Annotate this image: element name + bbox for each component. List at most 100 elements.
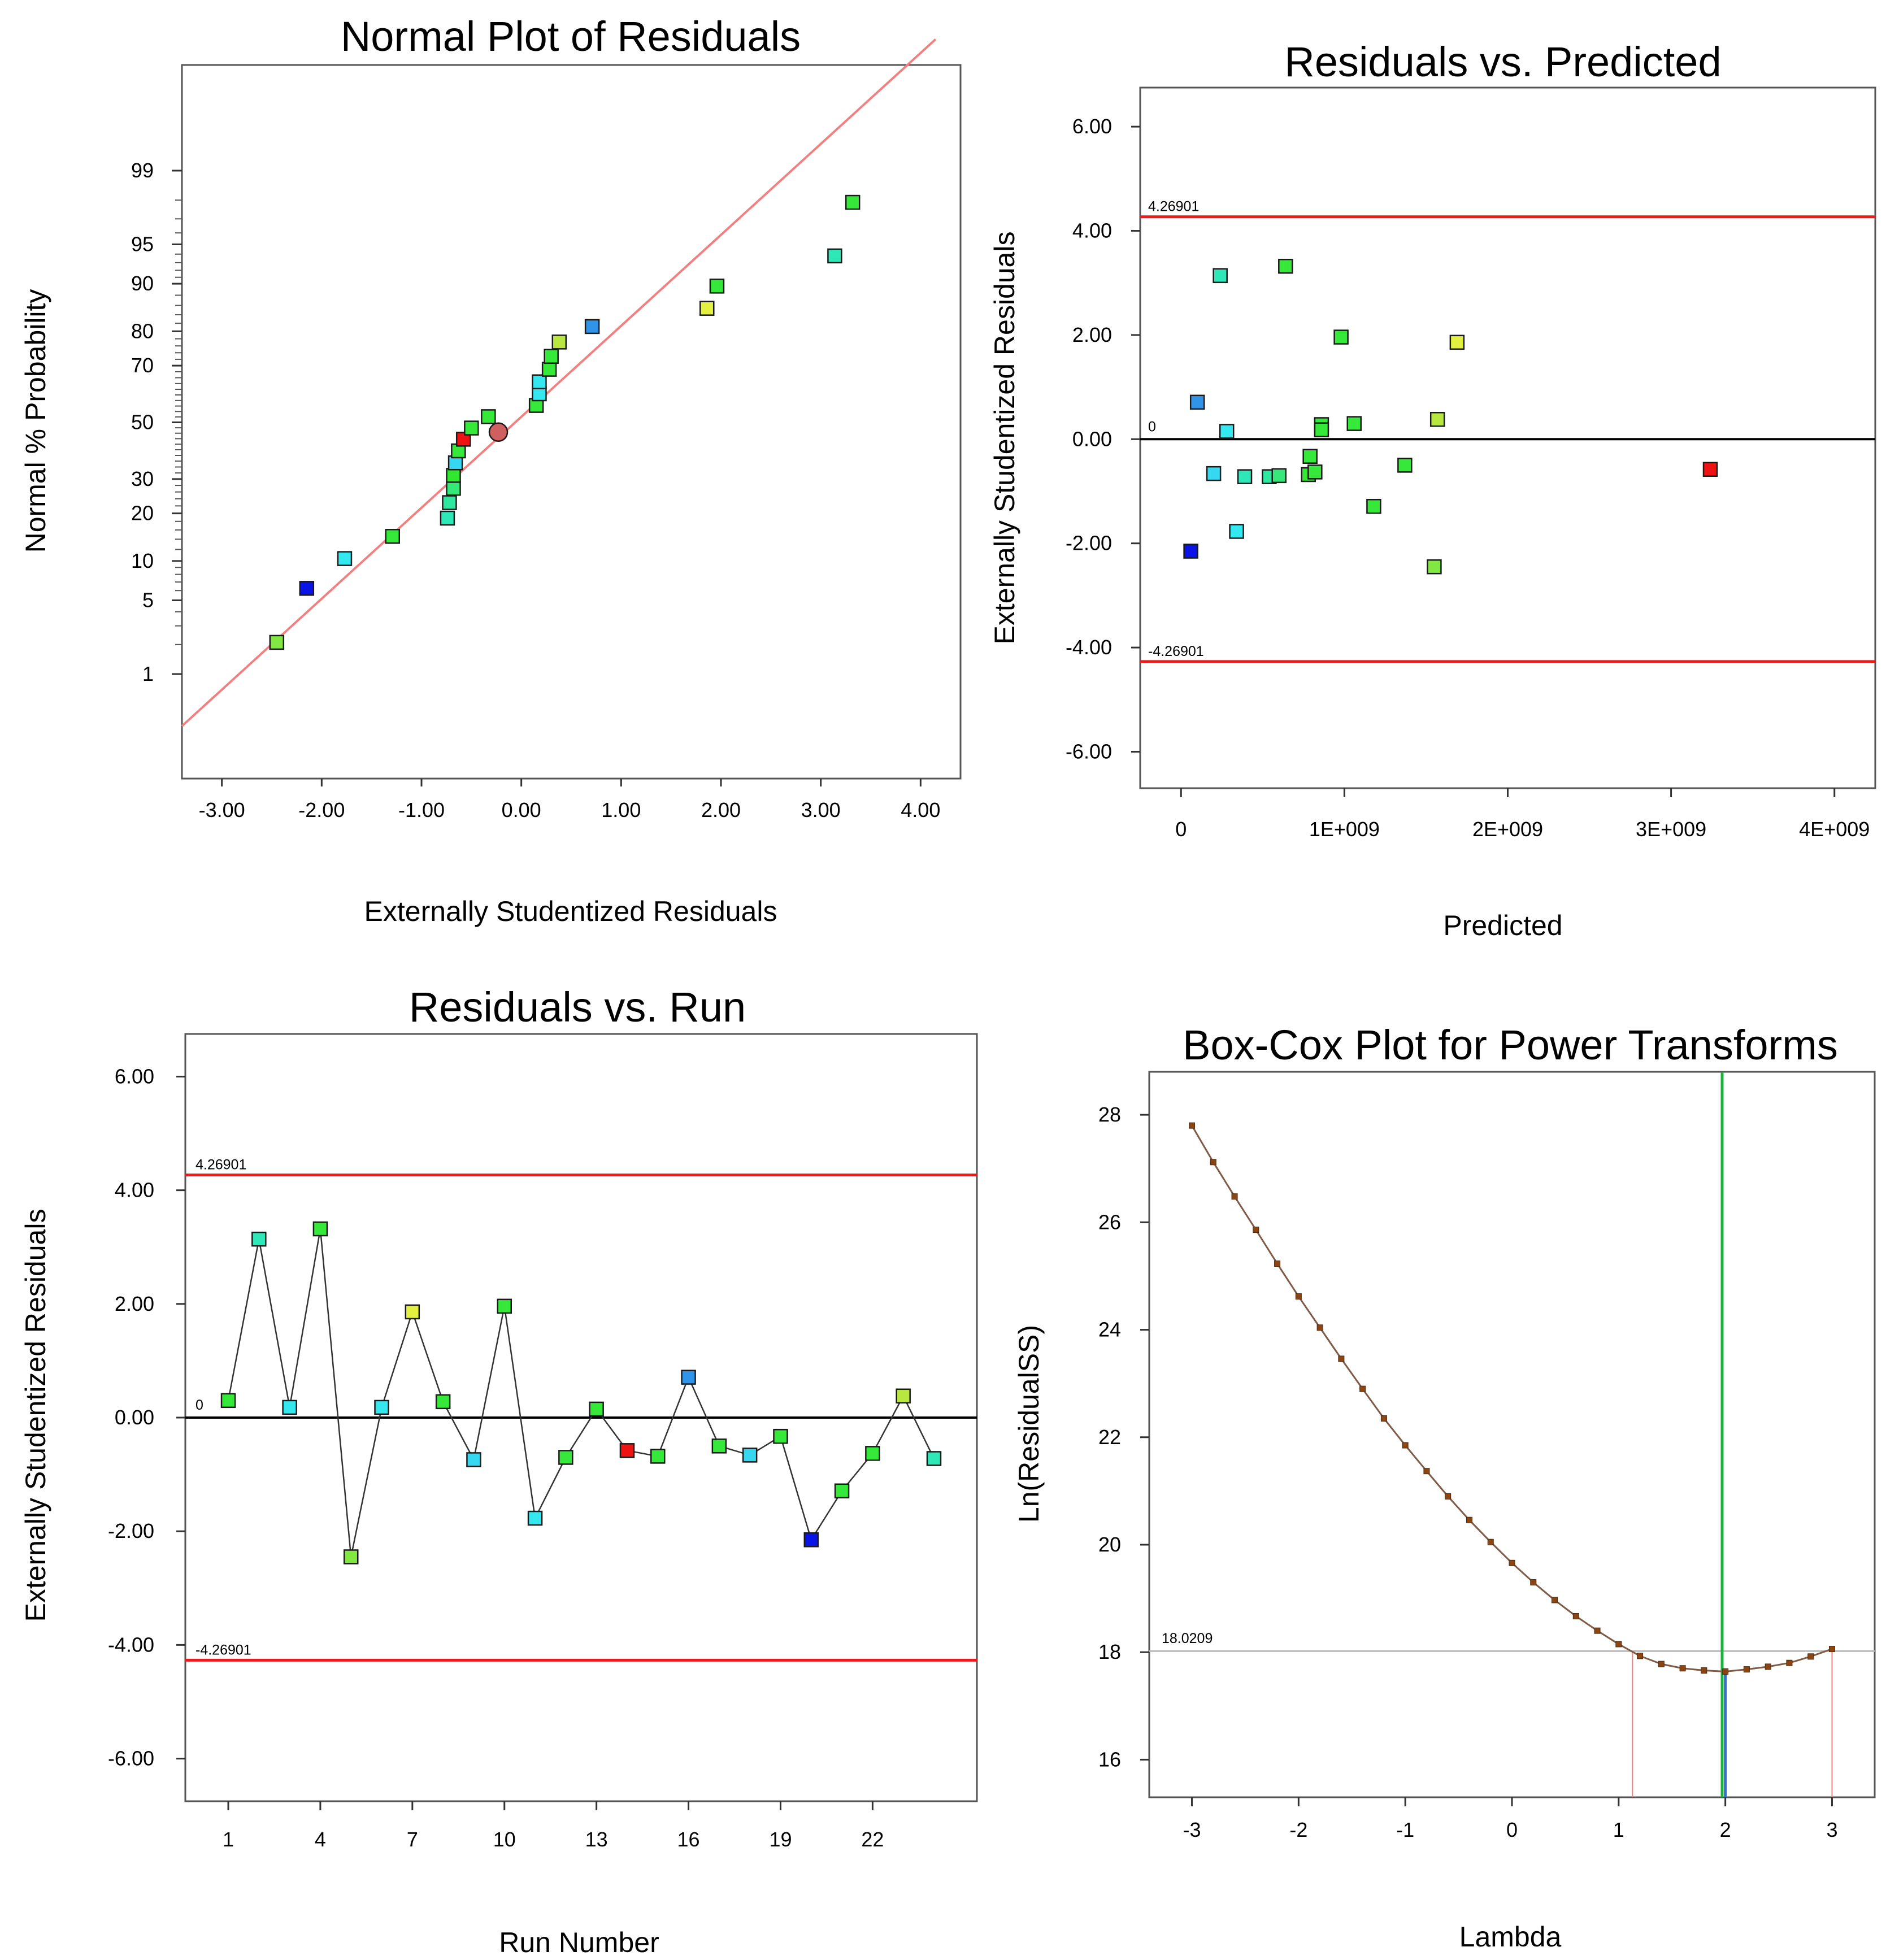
run-plot-point xyxy=(681,1370,696,1385)
box-cox-y-tick-label: 26 xyxy=(1098,1210,1121,1233)
box-cox-curve-point xyxy=(1295,1293,1302,1300)
run-plot-point xyxy=(343,1549,359,1564)
normal-plot-point xyxy=(440,510,455,526)
normal-plot-y-label: Normal % Probability xyxy=(20,289,51,553)
normal-plot-x-tick-label: 4.00 xyxy=(901,798,940,822)
run-plot-y-tick-label: 0.00 xyxy=(115,1406,154,1429)
normal-plot-point xyxy=(709,279,725,294)
box-cox-title: Box-Cox Plot for Power Transforms xyxy=(1183,1022,1838,1068)
run-plot-point xyxy=(865,1446,880,1461)
box-cox-curve-point xyxy=(1765,1663,1771,1670)
normal-plot-y-tick-label: 30 xyxy=(131,467,154,490)
predicted-plot-ticks: 0 1E+009 2E+009 3E+009 4E+009 6.00 4.00 2.00 0.0… xyxy=(1066,115,1870,841)
run-plot-y-tick-label: -2.00 xyxy=(108,1519,154,1542)
box-cox-x-tick-label: 3 xyxy=(1826,1818,1837,1841)
run-plot-y-tick-label: -4.00 xyxy=(108,1633,154,1656)
box-cox-y-tick-label: 24 xyxy=(1098,1318,1121,1341)
run-plot-y-tick-label: 4.00 xyxy=(115,1179,154,1202)
run-plot-point xyxy=(650,1449,666,1464)
predicted-plot-upper-limit-label: 4.26901 xyxy=(1148,199,1199,215)
run-plot-x-label: Run Number xyxy=(499,1927,659,1958)
box-cox-curve-point xyxy=(1380,1415,1387,1422)
predicted-plot-point xyxy=(1427,559,1442,575)
box-cox-x-tick-label: 0 xyxy=(1506,1818,1518,1841)
box-cox-curve-point xyxy=(1594,1627,1601,1634)
box-cox-x-label: Lambda xyxy=(1459,1921,1562,1953)
box-cox-x-tick-label: -3 xyxy=(1183,1818,1201,1841)
box-cox-x-tick-label: -1 xyxy=(1396,1818,1414,1841)
box-cox-curve-point xyxy=(1615,1641,1622,1648)
run-plot-x-tick-label: 22 xyxy=(861,1828,884,1851)
box-cox-curve-point xyxy=(1552,1597,1558,1603)
run-plot-point xyxy=(711,1439,727,1454)
box-cox-y-tick-label: 20 xyxy=(1098,1533,1121,1556)
normal-plot-point xyxy=(827,248,842,264)
predicted-plot-point xyxy=(1183,544,1198,559)
predicted-plot-lower-limit-label: -4.26901 xyxy=(1148,644,1204,659)
run-plot-point xyxy=(742,1448,758,1463)
predicted-plot-x-tick-label: 3E+009 xyxy=(1636,818,1706,841)
run-plot-connecting-line xyxy=(227,1228,935,1557)
run-plot-x-tick-label: 1 xyxy=(223,1828,234,1851)
normal-plot-point xyxy=(455,432,471,447)
box-cox-curve-point xyxy=(1572,1613,1579,1619)
run-plot-point xyxy=(312,1221,328,1237)
run-plot-point xyxy=(558,1450,573,1465)
predicted-plot-y-tick-label: -4.00 xyxy=(1066,636,1112,659)
predicted-plot-points xyxy=(1183,258,1718,575)
run-plot-point xyxy=(405,1304,420,1320)
normal-plot-point xyxy=(532,374,547,390)
box-cox-curve-point xyxy=(1637,1653,1644,1659)
predicted-plot-x-label: Predicted xyxy=(1443,910,1562,941)
box-cox-curve-point xyxy=(1338,1355,1345,1362)
normal-plot-x-label: Externally Studentized Residuals xyxy=(364,896,777,927)
predicted-plot-point xyxy=(1449,334,1465,350)
box-cox-curve-point xyxy=(1487,1539,1494,1545)
normal-plot-y-tick-label: 99 xyxy=(131,159,154,182)
run-plot-series xyxy=(220,1221,942,1564)
normal-plot-x-tick-label: 0.00 xyxy=(502,798,541,822)
predicted-plot-point xyxy=(1397,458,1413,473)
normal-plot-point xyxy=(845,194,861,210)
run-plot-point xyxy=(773,1428,788,1444)
run-plot-x-tick-label: 13 xyxy=(585,1828,608,1851)
run-plot-point xyxy=(896,1388,911,1404)
normal-plot-y-tick-label: 90 xyxy=(131,272,154,295)
box-cox-curve-point xyxy=(1359,1385,1366,1392)
run-plot-y-label: Externally Studentized Residuals xyxy=(20,1209,51,1622)
box-cox-curve-point xyxy=(1445,1493,1452,1500)
normal-plot-y-tick-label: 50 xyxy=(131,411,154,434)
box-cox-x-tick-label: 2 xyxy=(1720,1818,1731,1841)
box-cox-y-tick-label: 22 xyxy=(1098,1426,1121,1449)
box-cox-y-tick-label: 16 xyxy=(1098,1748,1121,1771)
normal-plot-x-tick-label: 3.00 xyxy=(801,798,841,822)
run-plot-title: Residuals vs. Run xyxy=(409,984,746,1031)
box-cox-curve-point xyxy=(1423,1468,1430,1475)
predicted-plot-x-tick-label: 0 xyxy=(1175,818,1187,841)
box-cox-curve-point xyxy=(1466,1516,1472,1523)
box-cox-curve-point xyxy=(1274,1261,1281,1267)
predicted-plot-point xyxy=(1366,498,1381,514)
run-plot-point xyxy=(926,1451,942,1466)
predicted-plot-point xyxy=(1206,466,1222,481)
run-plot-y-tick-label: 2.00 xyxy=(115,1292,154,1315)
box-cox-curve-point xyxy=(1402,1442,1409,1449)
normal-plot-point xyxy=(699,301,715,316)
predicted-plot-point xyxy=(1702,462,1718,477)
normal-plot-point xyxy=(464,420,479,436)
run-plot-point xyxy=(803,1532,819,1548)
box-cox-curve-point xyxy=(1679,1665,1686,1672)
residuals-vs-predicted-panel: Residuals vs. Predicted 4.26901 -4.26901… xyxy=(989,38,1876,941)
predicted-plot-point xyxy=(1213,268,1228,284)
run-plot-point xyxy=(589,1401,604,1417)
normal-plot-point xyxy=(385,529,401,544)
box-cox-curve-point xyxy=(1231,1193,1238,1200)
normal-plot-point xyxy=(446,468,461,483)
box-cox-curve-point xyxy=(1210,1159,1216,1166)
predicted-plot-point xyxy=(1314,422,1329,437)
box-cox-y-tick-label: 28 xyxy=(1098,1103,1121,1126)
box-cox-curve-point xyxy=(1253,1227,1259,1233)
box-cox-curve-point xyxy=(1701,1667,1707,1674)
normal-plot-reference-line xyxy=(181,38,937,727)
